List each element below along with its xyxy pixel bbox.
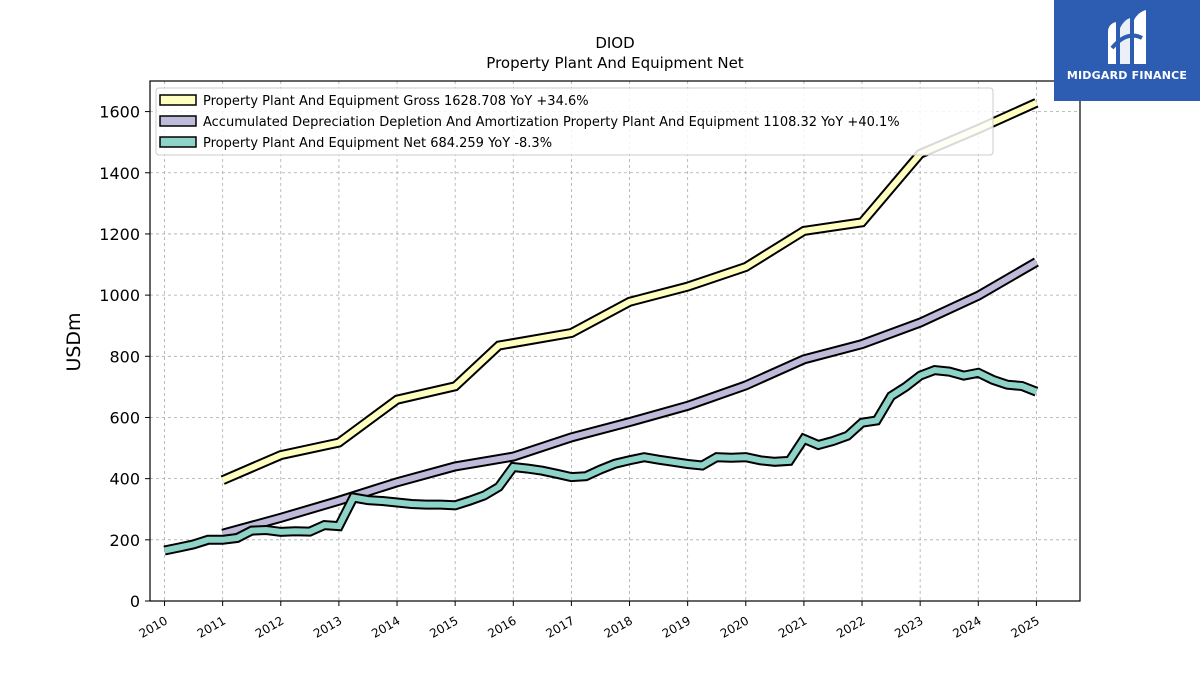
- x-tick-label: 2015: [427, 613, 460, 640]
- x-tick-label: 2022: [834, 613, 867, 640]
- x-tick-label: 2010: [137, 613, 170, 640]
- x-tick-label: 2023: [892, 613, 925, 640]
- x-tick-label: 2018: [602, 613, 635, 640]
- chart-subtitle: Property Plant And Equipment Net: [486, 54, 743, 72]
- series-1: [220, 98, 1039, 485]
- x-tick-label: 2017: [543, 613, 576, 640]
- chart-title: DIOD: [595, 34, 634, 52]
- y-tick-label: 0: [130, 592, 140, 611]
- series-line-outline: [163, 365, 1039, 556]
- x-tick-label: 2021: [776, 613, 809, 640]
- midgard-finance-logo: MIDGARD FINANCE: [1054, 0, 1200, 101]
- y-tick-label: 400: [109, 470, 140, 489]
- x-tick-label: 2013: [311, 613, 344, 640]
- y-tick-label: 200: [109, 531, 140, 550]
- y-tick-label: 600: [109, 408, 140, 427]
- series-3: [163, 365, 1039, 556]
- x-tick-label: 2016: [485, 613, 518, 640]
- legend-entry: Property Plant And Equipment Net 684.259…: [159, 136, 552, 151]
- y-tick-label: 800: [109, 347, 140, 366]
- x-tick-label: 2011: [195, 613, 228, 640]
- plot-frame: [149, 80, 1081, 602]
- x-tick-label: 2020: [718, 613, 751, 640]
- y-axis-label: USDm: [63, 312, 85, 371]
- legend-entry: Property Plant And Equipment Gross 1628.…: [159, 94, 589, 109]
- x-tick-label: 2014: [369, 613, 402, 640]
- series-line: [221, 100, 1038, 483]
- y-tick-label: 1200: [99, 225, 140, 244]
- legend-label: Accumulated Depreciation Depletion And A…: [203, 115, 900, 130]
- x-tick-label: 2012: [253, 613, 286, 640]
- legend-swatch: [159, 94, 197, 106]
- legend-label: Property Plant And Equipment Gross 1628.…: [203, 94, 589, 109]
- x-tick-label: 2024: [950, 613, 983, 640]
- x-tick-label: 2019: [660, 613, 693, 640]
- y-tick-label: 1600: [99, 103, 140, 122]
- legend-swatch: [159, 115, 197, 127]
- y-axis: 0 200 400 600 800 1000 1200 1400 1600: [99, 103, 150, 611]
- y-tick-label: 1000: [99, 286, 140, 305]
- midgard-logo-icon: [1108, 10, 1146, 64]
- series-layer: [163, 98, 1039, 556]
- x-axis: 2010 2011 2012 2013 2014 2015 2016 2017 2018 2019…: [137, 601, 1042, 641]
- x-tick-label: 2025: [1008, 613, 1041, 640]
- legend-box: [155, 87, 994, 156]
- legend-entry: Accumulated Depreciation Depletion And A…: [159, 115, 900, 130]
- grid: [150, 81, 1080, 601]
- series-line: [163, 367, 1038, 554]
- legend: Property Plant And Equipment Gross 1628.…: [155, 87, 994, 156]
- logo-text: MIDGARD FINANCE: [1066, 69, 1188, 82]
- legend-swatch: [159, 136, 197, 148]
- y-tick-label: 1400: [99, 164, 140, 183]
- legend-label: Property Plant And Equipment Net 684.259…: [203, 136, 552, 151]
